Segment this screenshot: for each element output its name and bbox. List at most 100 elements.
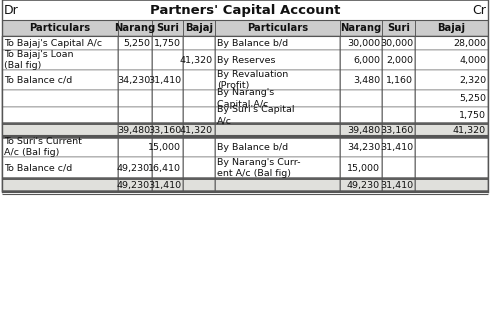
Bar: [415, 107, 488, 124]
Bar: [215, 36, 340, 50]
Text: By Narang's
Capital A/c: By Narang's Capital A/c: [217, 88, 274, 109]
Bar: [340, 137, 382, 157]
Bar: [152, 107, 183, 124]
Bar: [215, 107, 340, 124]
Bar: [415, 90, 488, 107]
Text: Particulars: Particulars: [247, 23, 308, 33]
Text: Dr: Dr: [4, 4, 19, 17]
Text: 49,230: 49,230: [347, 181, 380, 190]
Text: 30,000: 30,000: [347, 39, 380, 47]
Text: 5,250: 5,250: [459, 94, 486, 103]
Text: To Balance c/d: To Balance c/d: [4, 163, 72, 173]
Bar: [183, 20, 215, 36]
Bar: [152, 36, 183, 50]
Bar: [382, 124, 415, 137]
Text: By Narang's Curr-
ent A/c (Bal fig): By Narang's Curr- ent A/c (Bal fig): [217, 158, 300, 178]
Text: 31,410: 31,410: [148, 75, 181, 85]
Bar: [118, 70, 152, 90]
Text: 3,480: 3,480: [353, 75, 380, 85]
Bar: [382, 107, 415, 124]
Bar: [415, 124, 488, 137]
Text: To Suri's Current
A/c (Bal fig): To Suri's Current A/c (Bal fig): [4, 137, 82, 157]
Text: 2,000: 2,000: [386, 55, 413, 64]
Bar: [340, 36, 382, 50]
Bar: [152, 157, 183, 179]
Bar: [382, 137, 415, 157]
Bar: [2, 179, 118, 192]
Bar: [183, 137, 215, 157]
Text: 31,410: 31,410: [380, 181, 413, 190]
Text: Narang: Narang: [114, 23, 156, 33]
Bar: [215, 70, 340, 90]
Bar: [215, 124, 340, 137]
Text: 4,000: 4,000: [459, 55, 486, 64]
Bar: [2, 36, 118, 50]
Text: 15,000: 15,000: [347, 163, 380, 173]
Bar: [415, 70, 488, 90]
Bar: [340, 124, 382, 137]
Text: 30,000: 30,000: [380, 39, 413, 47]
Bar: [415, 179, 488, 192]
Bar: [415, 137, 488, 157]
Bar: [183, 157, 215, 179]
Text: Particulars: Particulars: [29, 23, 91, 33]
Text: 5,250: 5,250: [123, 39, 150, 47]
Text: 15,000: 15,000: [148, 142, 181, 151]
Bar: [152, 137, 183, 157]
Bar: [2, 124, 118, 137]
Bar: [340, 90, 382, 107]
Text: 1,750: 1,750: [459, 111, 486, 120]
Bar: [215, 50, 340, 70]
Text: To Balance c/d: To Balance c/d: [4, 75, 72, 85]
Text: By Revaluation
(Profit): By Revaluation (Profit): [217, 70, 288, 90]
Bar: [382, 50, 415, 70]
Bar: [2, 107, 118, 124]
Text: 1,160: 1,160: [386, 75, 413, 85]
Text: 49,230: 49,230: [117, 181, 150, 190]
Bar: [118, 20, 152, 36]
Bar: [340, 20, 382, 36]
Bar: [340, 107, 382, 124]
Bar: [2, 90, 118, 107]
Bar: [382, 157, 415, 179]
Bar: [118, 137, 152, 157]
Text: 31,410: 31,410: [380, 142, 413, 151]
Bar: [215, 20, 340, 36]
Bar: [183, 50, 215, 70]
Text: 2,320: 2,320: [459, 75, 486, 85]
Bar: [415, 157, 488, 179]
Bar: [118, 179, 152, 192]
Bar: [382, 36, 415, 50]
Bar: [152, 20, 183, 36]
Bar: [340, 70, 382, 90]
Text: 39,480: 39,480: [117, 126, 150, 135]
Bar: [2, 50, 118, 70]
Bar: [340, 179, 382, 192]
Text: 28,000: 28,000: [453, 39, 486, 47]
Bar: [183, 124, 215, 137]
Bar: [2, 137, 118, 157]
Bar: [118, 36, 152, 50]
Text: 16,410: 16,410: [148, 163, 181, 173]
Bar: [340, 157, 382, 179]
Bar: [183, 107, 215, 124]
Bar: [2, 70, 118, 90]
Bar: [118, 50, 152, 70]
Bar: [152, 70, 183, 90]
Text: 1,750: 1,750: [154, 39, 181, 47]
Text: 33,160: 33,160: [380, 126, 413, 135]
Bar: [183, 90, 215, 107]
Text: Narang: Narang: [341, 23, 382, 33]
Bar: [415, 50, 488, 70]
Bar: [118, 157, 152, 179]
Bar: [152, 179, 183, 192]
Bar: [183, 70, 215, 90]
Text: Suri: Suri: [156, 23, 179, 33]
Text: 31,410: 31,410: [148, 181, 181, 190]
Bar: [118, 124, 152, 137]
Text: Suri: Suri: [387, 23, 410, 33]
Text: By Balance b/d: By Balance b/d: [217, 142, 288, 151]
Text: By Balance b/d: By Balance b/d: [217, 39, 288, 47]
Bar: [118, 107, 152, 124]
Bar: [2, 157, 118, 179]
